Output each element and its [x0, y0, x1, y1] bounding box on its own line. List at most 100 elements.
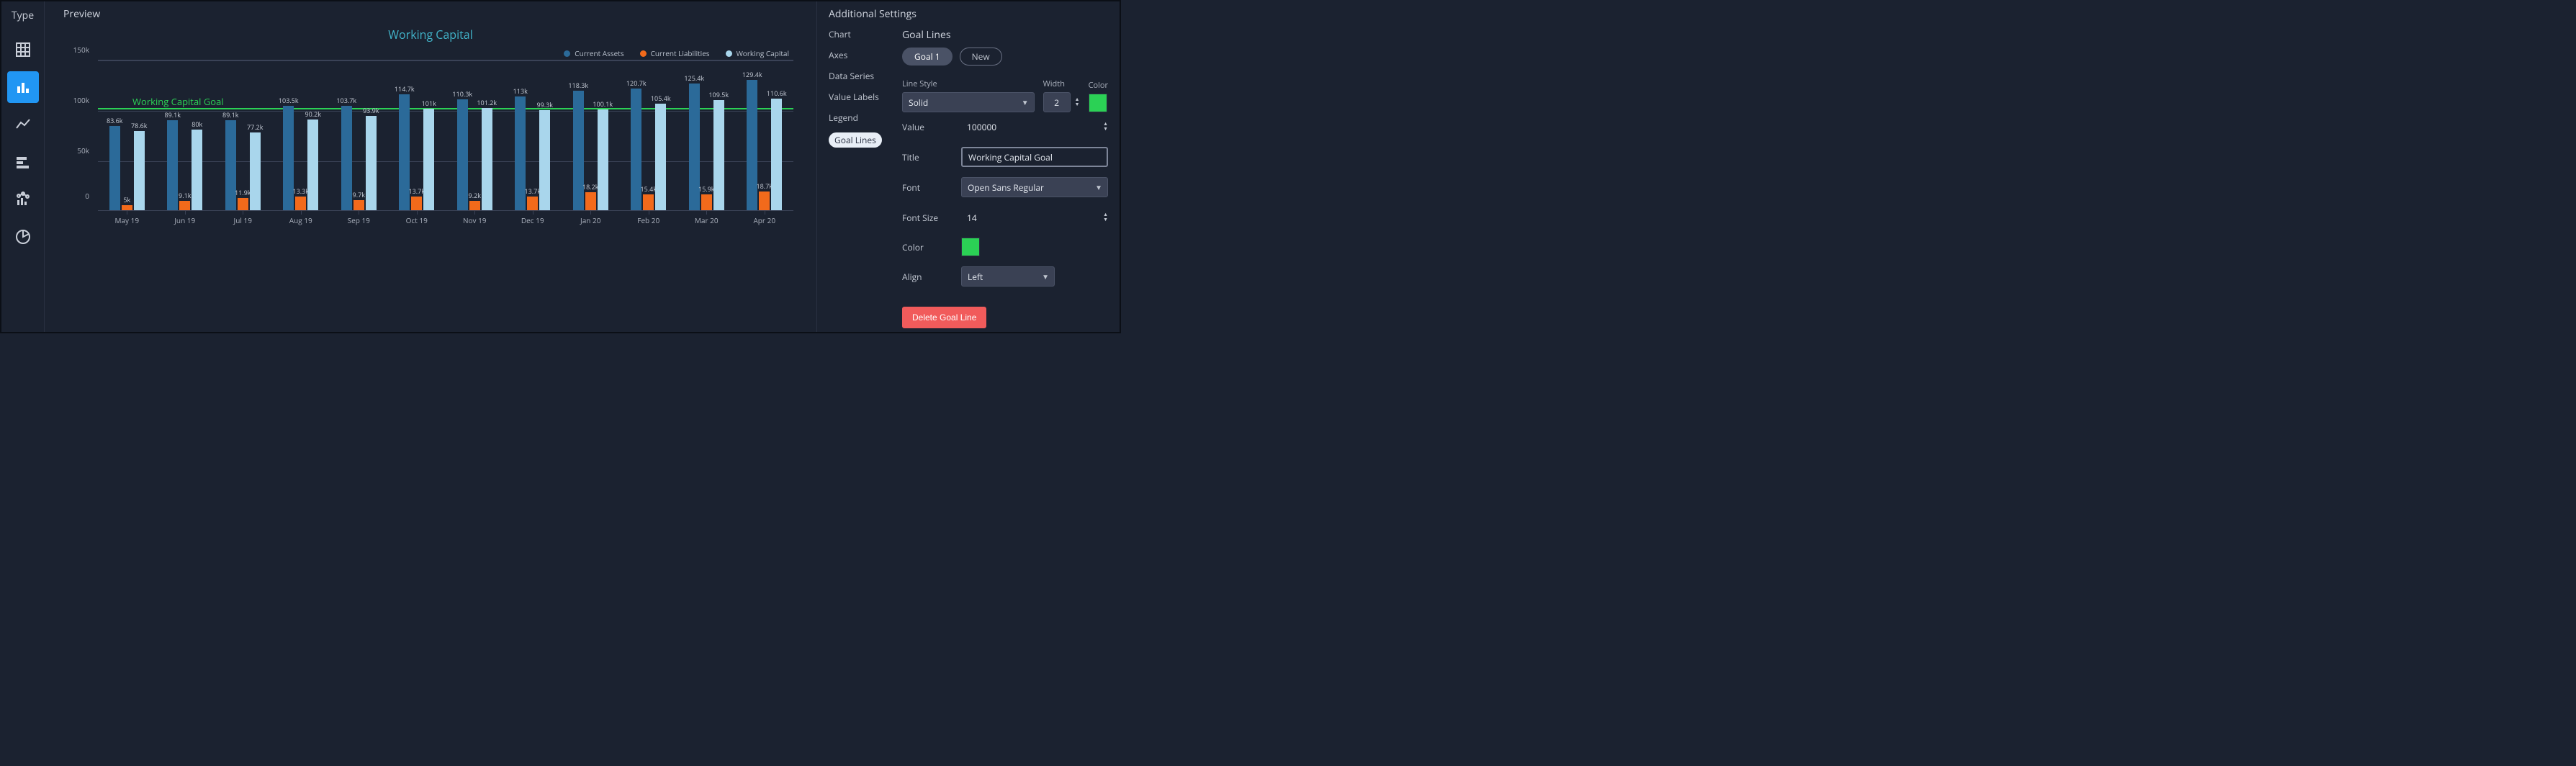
type-horizontal-bar-icon[interactable]	[7, 146, 39, 178]
type-combo-chart-icon[interactable]	[7, 184, 39, 215]
bar: 77.2k	[250, 132, 261, 210]
bar: 93.9k	[366, 116, 377, 210]
bar-value-label: 89.1k	[164, 110, 181, 120]
bar-value-label: 120.7k	[626, 78, 647, 88]
bar: 11.9k	[238, 198, 248, 210]
legend-label: Working Capital	[737, 48, 789, 58]
bar: 83.6k	[109, 126, 120, 210]
width-input[interactable]	[1043, 92, 1071, 112]
delete-goal-line-button[interactable]: Delete Goal Line	[902, 307, 986, 328]
bar-value-label: 5k	[123, 195, 130, 204]
bar: 78.6k	[134, 131, 145, 210]
bar: 9.2k	[469, 201, 480, 210]
x-tick: Sep 19	[330, 215, 388, 225]
settings-tab[interactable]: Axes	[829, 49, 891, 61]
goal-lines-pane: Goal Lines Goal 1 New Line Style SolidDa…	[902, 28, 1108, 328]
bar-value-label: 101k	[422, 99, 436, 108]
font-size-input[interactable]	[961, 207, 1094, 227]
chart-plot: Working Capital Goal 83.6k5k78.6k89.1k9.…	[98, 60, 793, 211]
bar: 18.7k	[759, 192, 770, 210]
type-line-chart-icon[interactable]	[7, 109, 39, 140]
bar: 5k	[122, 205, 132, 210]
value-input[interactable]	[961, 117, 1094, 137]
bar-group: 89.1k11.9k77.2k	[214, 60, 272, 210]
chart-type-rail: Type	[1, 1, 45, 332]
bar-value-label: 103.5k	[279, 96, 299, 105]
legend-label: Current Liabilities	[651, 48, 710, 58]
chart-area: 050k100k150k Working Capital Goal 83.6k5…	[58, 60, 803, 261]
bar: 9.1k	[179, 201, 190, 210]
line-color-swatch[interactable]	[1089, 94, 1107, 112]
font-label: Font	[902, 181, 953, 194]
bar: 105.4k	[655, 104, 666, 210]
preview-title: Preview	[58, 7, 803, 21]
bar: 110.6k	[771, 99, 782, 210]
bar-group: 103.5k13.3k90.2k	[272, 60, 330, 210]
font-size-stepper[interactable]: ▲▼	[1103, 212, 1108, 222]
legend-item: Working Capital	[726, 48, 789, 58]
y-tick: 100k	[73, 95, 89, 105]
bar-value-label: 114.7k	[395, 84, 415, 94]
settings-tab[interactable]: Data Series	[829, 70, 891, 82]
bar: 13.7k	[527, 197, 538, 210]
y-tick: 150k	[73, 45, 89, 55]
bar-value-label: 9.1k	[179, 191, 191, 200]
type-bar-chart-icon[interactable]	[7, 71, 39, 103]
bar: 100.1k	[598, 109, 608, 210]
bar: 101.2k	[482, 108, 492, 210]
bar-group: 125.4k15.9k109.5k	[677, 60, 736, 210]
x-tick: Feb 20	[620, 215, 678, 225]
settings-tab[interactable]: Chart	[829, 28, 891, 40]
goal-pill-1[interactable]: Goal 1	[902, 48, 953, 66]
align-select[interactable]: LeftCenterRight	[961, 266, 1055, 287]
settings-tab[interactable]: Goal Lines	[829, 132, 882, 148]
bar: 18.2k	[585, 192, 596, 210]
goal-pill-new[interactable]: New	[960, 48, 1002, 66]
bar-value-label: 78.6k	[131, 121, 148, 130]
settings-title: Additional Settings	[829, 7, 1108, 21]
title-input[interactable]	[961, 147, 1108, 167]
font-select[interactable]: Open Sans Regular	[961, 177, 1108, 197]
bar: 103.7k	[341, 106, 352, 210]
x-tick: Dec 19	[504, 215, 562, 225]
align-label: Align	[902, 271, 953, 283]
line-style-select[interactable]: SolidDashedDotted	[902, 92, 1035, 112]
bar-value-label: 89.1k	[222, 110, 239, 120]
width-label: Width	[1043, 78, 1080, 89]
text-color-swatch[interactable]	[961, 238, 980, 256]
bar-value-label: 100.1k	[593, 99, 613, 109]
line-color-label: Color	[1089, 80, 1108, 91]
bar-value-label: 113k	[513, 86, 528, 96]
bar: 13.3k	[295, 197, 306, 210]
x-tick: Oct 19	[388, 215, 446, 225]
bar: 101k	[423, 109, 434, 210]
bar-value-label: 109.5k	[708, 90, 729, 99]
y-tick: 50k	[77, 145, 89, 156]
rail-title: Type	[12, 1, 34, 31]
settings-tab[interactable]: Value Labels	[829, 91, 891, 103]
legend-swatch	[726, 50, 732, 57]
bar: 9.7k	[353, 200, 364, 210]
preview-panel: Preview Working Capital Current AssetsCu…	[45, 1, 817, 332]
value-stepper[interactable]: ▲▼	[1103, 122, 1108, 132]
type-table-icon[interactable]	[7, 34, 39, 66]
bar-value-label: 83.6k	[107, 116, 123, 125]
x-tick: Aug 19	[272, 215, 330, 225]
bar-value-label: 129.4k	[742, 70, 762, 79]
bar-value-label: 77.2k	[247, 122, 264, 132]
line-style-label: Line Style	[902, 78, 1035, 89]
text-color-label: Color	[902, 241, 953, 253]
bar: 109.5k	[713, 100, 724, 210]
x-tick: May 19	[98, 215, 156, 225]
bar-group: 89.1k9.1k80k	[156, 60, 215, 210]
x-tick: Mar 20	[677, 215, 736, 225]
settings-tab[interactable]: Legend	[829, 112, 891, 124]
bar: 89.1k	[167, 120, 178, 210]
bar: 15.4k	[643, 194, 654, 210]
width-stepper[interactable]: ▲▼	[1075, 97, 1080, 107]
bar-value-label: 118.3k	[568, 81, 588, 90]
bar-value-label: 101.2k	[477, 98, 497, 107]
x-tick: Jun 19	[156, 215, 215, 225]
bar-value-label: 11.9k	[235, 188, 251, 197]
type-pie-chart-icon[interactable]	[7, 221, 39, 253]
